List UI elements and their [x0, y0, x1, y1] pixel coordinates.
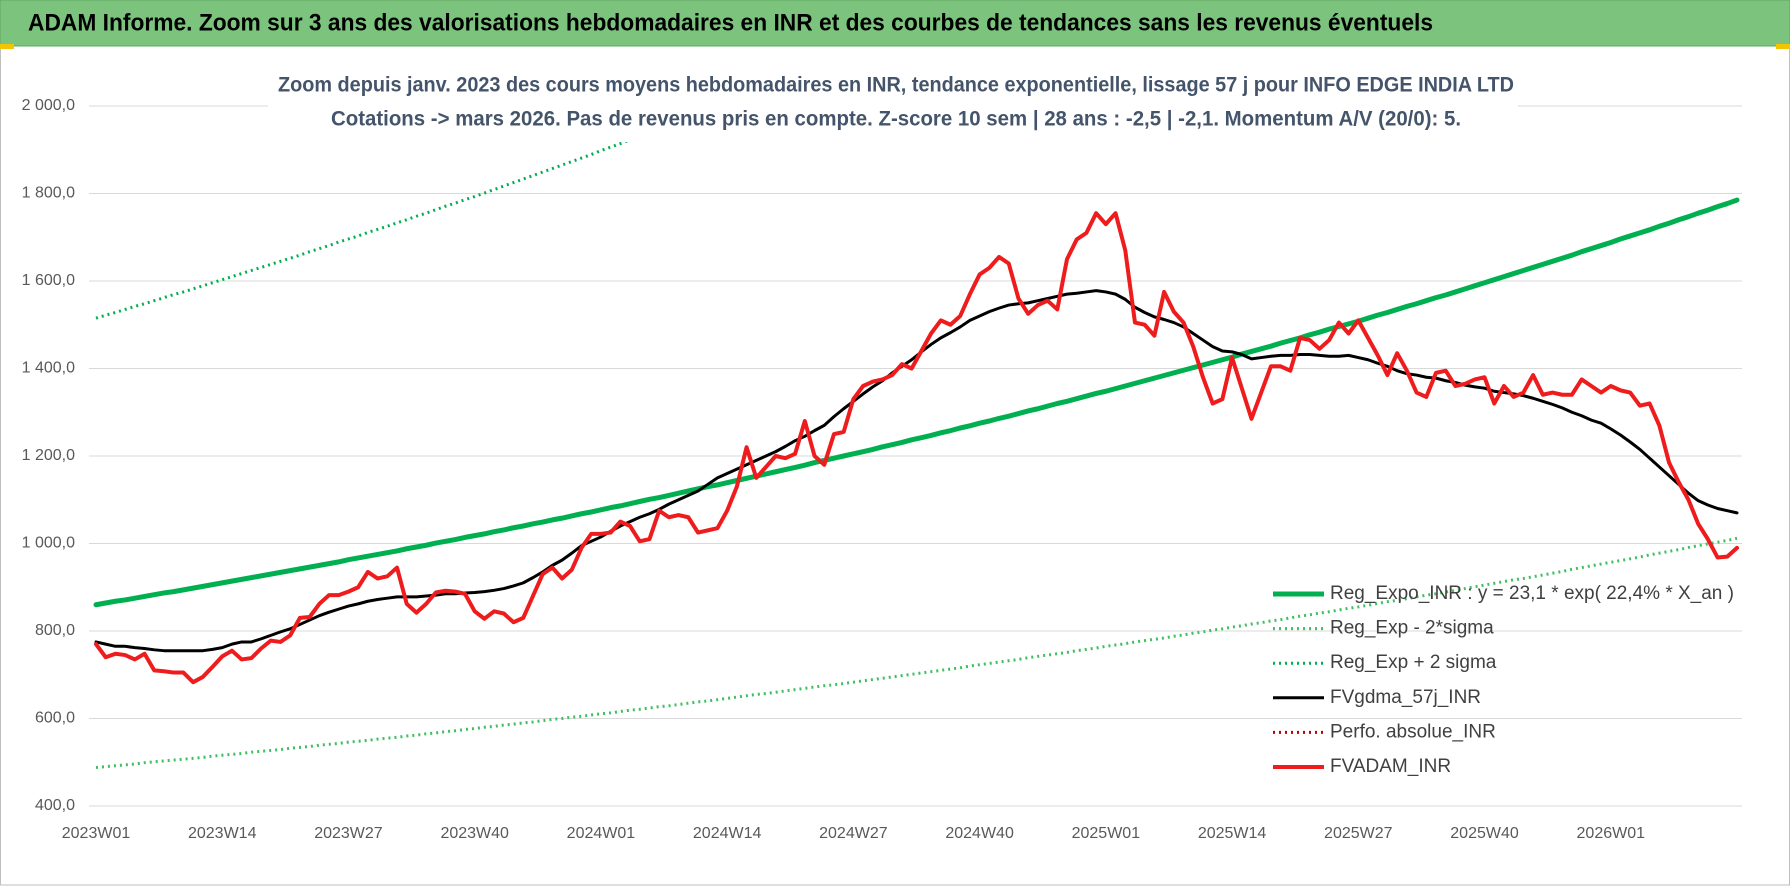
- legend: Reg_Expo_INR : y = 23,1 * exp( 22,4% * X…: [1273, 583, 1734, 777]
- x-tick-label: 2026W01: [1577, 825, 1646, 842]
- legend-label: FVgdma_57j_INR: [1330, 687, 1481, 708]
- chart-subtitle: Cotations -> mars 2026. Pas de revenus p…: [331, 108, 1461, 131]
- x-tick-label: 2024W27: [819, 825, 888, 842]
- x-tick-label: 2024W40: [945, 825, 1014, 842]
- header-bar: [0, 0, 1790, 47]
- x-tick-label: 2023W14: [188, 825, 257, 842]
- x-tick-label: 2023W27: [314, 825, 383, 842]
- legend-label: Reg_Exp - 2*sigma: [1330, 618, 1494, 639]
- x-tick-label: 2024W14: [693, 825, 762, 842]
- title-box: [268, 66, 1518, 142]
- y-tick-label: 400,0: [35, 797, 75, 814]
- plot: [93, 104, 1740, 769]
- x-tick-label: 2023W01: [62, 825, 131, 842]
- x-tick-label: 2025W27: [1324, 825, 1393, 842]
- y-tick-label: 1 600,0: [22, 272, 75, 289]
- chart-frame: [0, 45, 1790, 886]
- x-tick-label: 2025W40: [1450, 825, 1519, 842]
- chart-title: Zoom depuis janv. 2023 des cours moyens …: [278, 74, 1514, 97]
- grid: [89, 105, 1742, 807]
- y-tick-label: 1 800,0: [22, 185, 75, 202]
- y-tick-label: 2 000,0: [22, 97, 75, 114]
- x-tick-label: 2025W14: [1198, 825, 1267, 842]
- legend-label: Reg_Expo_INR : y = 23,1 * exp( 22,4% * X…: [1330, 583, 1734, 604]
- corner-mark: [1776, 44, 1790, 49]
- x-tick-label: 2023W40: [440, 825, 509, 842]
- legend-label: Perfo. absolue_INR: [1330, 721, 1496, 742]
- axes: 400,0 600,0 800,0 1 000,0 1 200,0 1 400,0 1 60…: [22, 97, 1646, 842]
- corner-mark: [0, 44, 14, 49]
- x-tick-label: 2025W01: [1072, 825, 1141, 842]
- legend-label: Reg_Exp + 2 sigma: [1330, 652, 1497, 673]
- series-line: [93, 197, 1740, 608]
- series-line: [94, 211, 1739, 685]
- y-tick-label: 1 000,0: [22, 535, 75, 552]
- y-tick-label: 800,0: [35, 622, 75, 639]
- header-title: ADAM Informe. Zoom sur 3 ans des valoris…: [28, 9, 1433, 36]
- y-tick-label: 1 200,0: [22, 447, 75, 464]
- legend-label: FVADAM_INR: [1330, 756, 1451, 777]
- y-tick-label: 1 400,0: [22, 360, 75, 377]
- x-tick-label: 2024W01: [567, 825, 636, 842]
- y-tick-label: 600,0: [35, 710, 75, 727]
